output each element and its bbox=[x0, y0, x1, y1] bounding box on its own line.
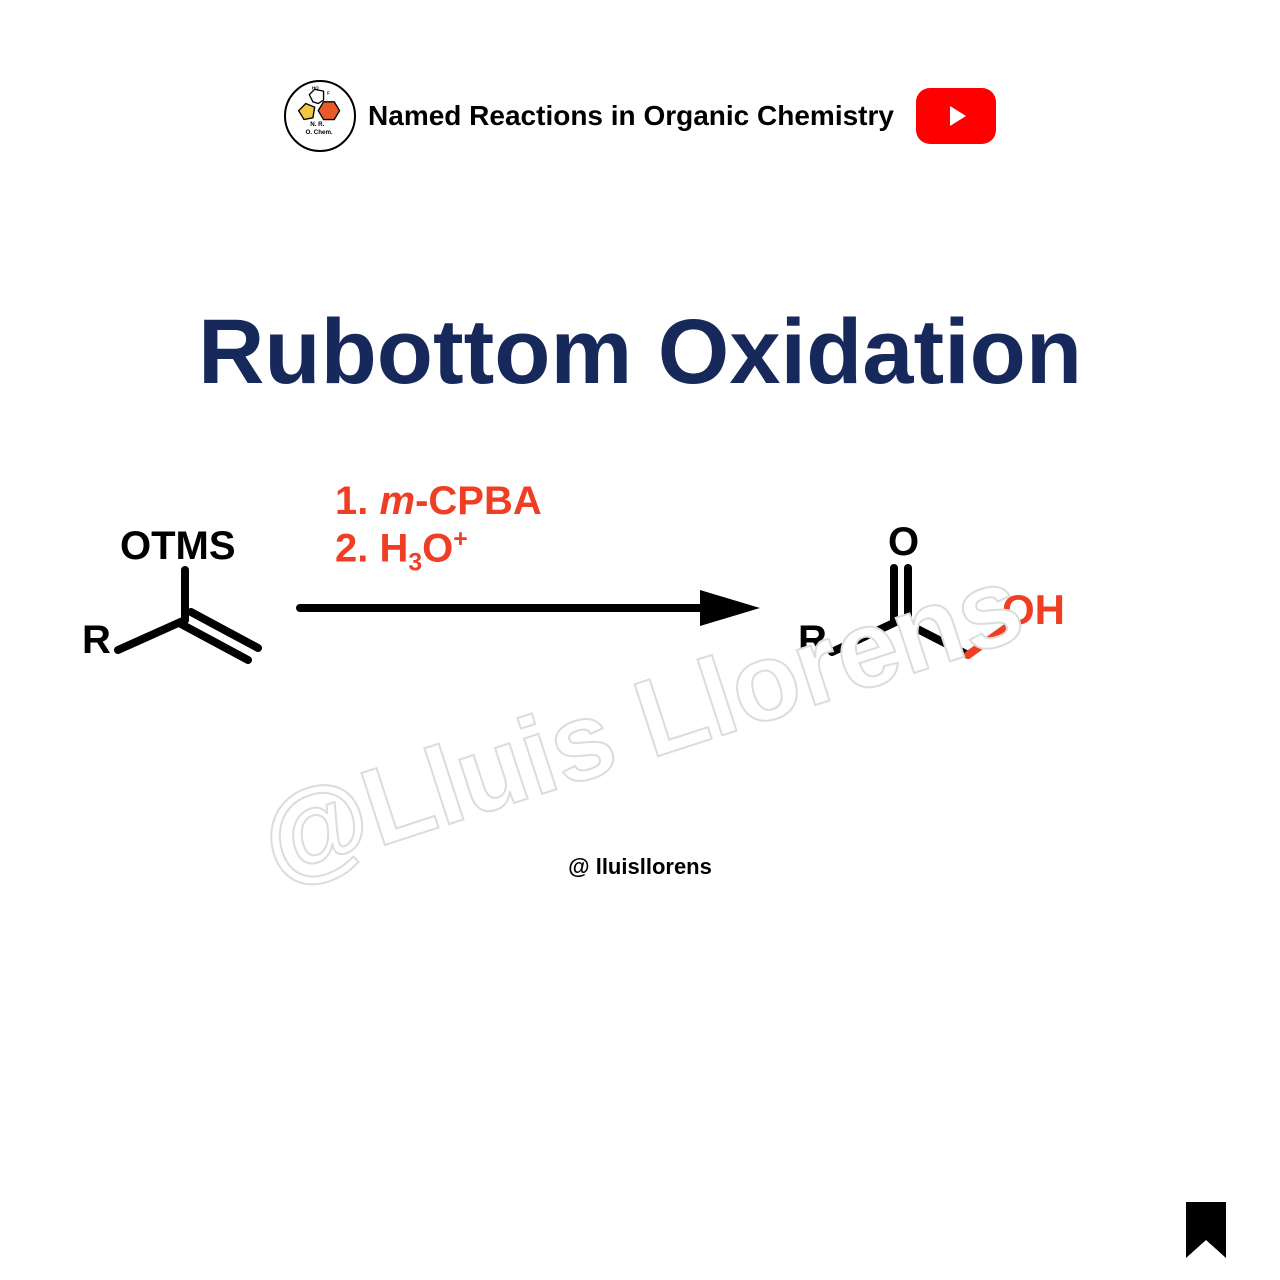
reaction-title: Rubottom Oxidation bbox=[0, 300, 1280, 405]
reaction-scheme bbox=[0, 490, 1280, 750]
header-title: Named Reactions in Organic Chemistry bbox=[368, 100, 894, 132]
bookmark-icon[interactable] bbox=[1184, 1202, 1228, 1260]
channel-logo: HO F N. R. O. Chem. bbox=[284, 80, 356, 152]
logo-label-ochem: O. Chem. bbox=[305, 129, 333, 136]
author-handle: @ lluisllorens bbox=[0, 854, 1280, 880]
canvas: HO F N. R. O. Chem. Named Reactions in O… bbox=[0, 0, 1280, 1280]
logo-label-f: F bbox=[327, 91, 330, 96]
header: HO F N. R. O. Chem. Named Reactions in O… bbox=[0, 80, 1280, 152]
molecule-icon: HO F N. R. O. Chem. bbox=[288, 84, 352, 148]
youtube-icon[interactable] bbox=[916, 88, 996, 144]
logo-label-ho: HO bbox=[312, 85, 319, 90]
logo-label-nr: N. R. bbox=[310, 121, 324, 128]
